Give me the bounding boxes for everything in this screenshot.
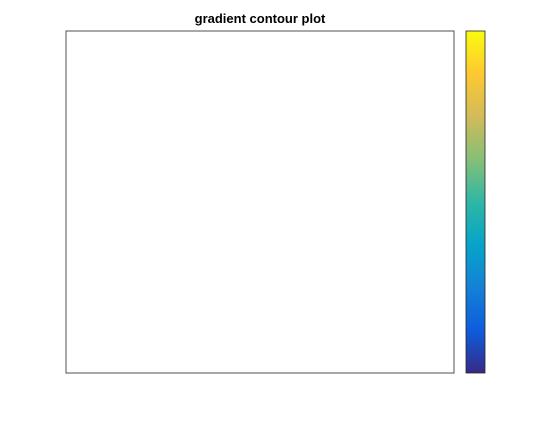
chart-title: gradient contour plot <box>195 11 326 26</box>
colorbar <box>465 30 486 374</box>
plot-area-frame <box>65 30 455 374</box>
